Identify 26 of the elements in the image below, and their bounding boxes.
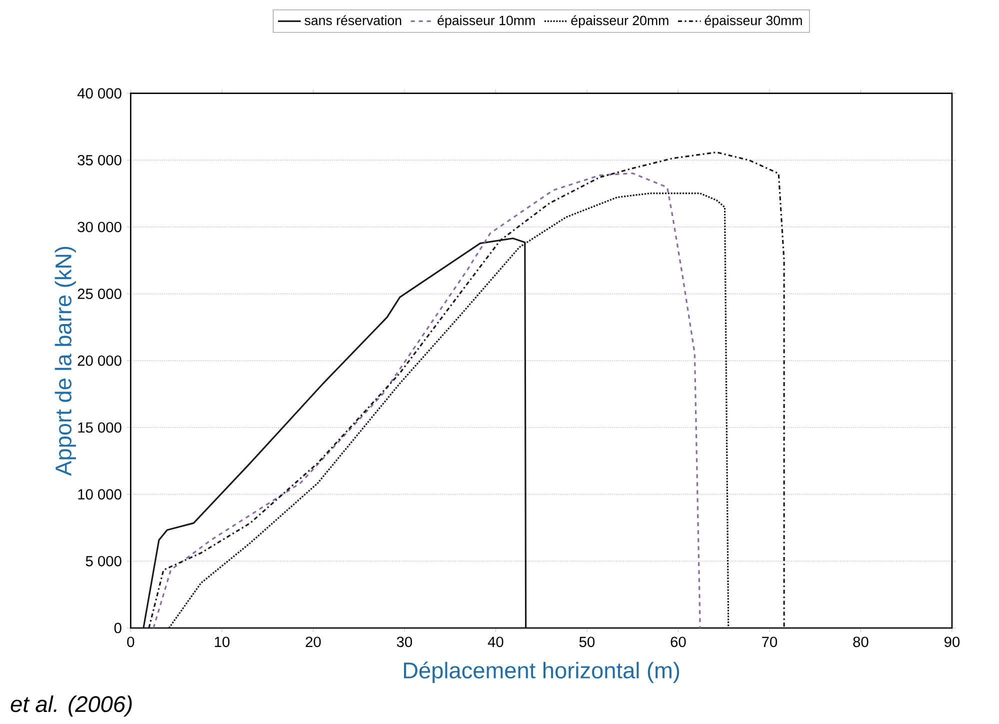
y-tick-label: 40 000 [77,88,122,99]
x-tick-label: 10 [214,636,230,648]
x-tick-label: 90 [944,636,960,648]
x-tick-label: 20 [306,636,321,648]
y-tick-label: 5 000 [86,556,122,566]
text: et al. (2006) [10,696,132,717]
x-tick-label: 60 [670,636,686,648]
x-axis-title: Déplacement horizontal (m) [404,662,680,683]
y-tick-label: 15 000 [78,422,122,433]
legend-label: sans réservation [304,15,402,26]
y-tick-label: 20 000 [78,355,122,366]
legend-label: épaisseur 30mm [704,15,802,28]
y-tick-label: 0 [114,622,122,634]
x-tick-label: 70 [762,636,778,648]
y-tick-label: 10 000 [78,489,122,500]
y-tick-label: 35 000 [78,154,122,166]
y-axis-title: Apport de la barre (kN) [54,246,76,476]
x-tick-label: 0 [127,636,134,648]
legend-label: épaisseur 20mm [571,15,668,28]
legend-label: épaisseur 10mm [438,15,535,28]
x-tick-label: 30 [396,636,412,648]
y-tick-label: 30 000 [78,222,122,232]
x-tick-label: 40 [488,636,504,648]
y-tick-label: 25 000 [78,288,122,300]
x-tick-label: 80 [853,636,868,648]
x-tick-label: 50 [579,636,595,648]
